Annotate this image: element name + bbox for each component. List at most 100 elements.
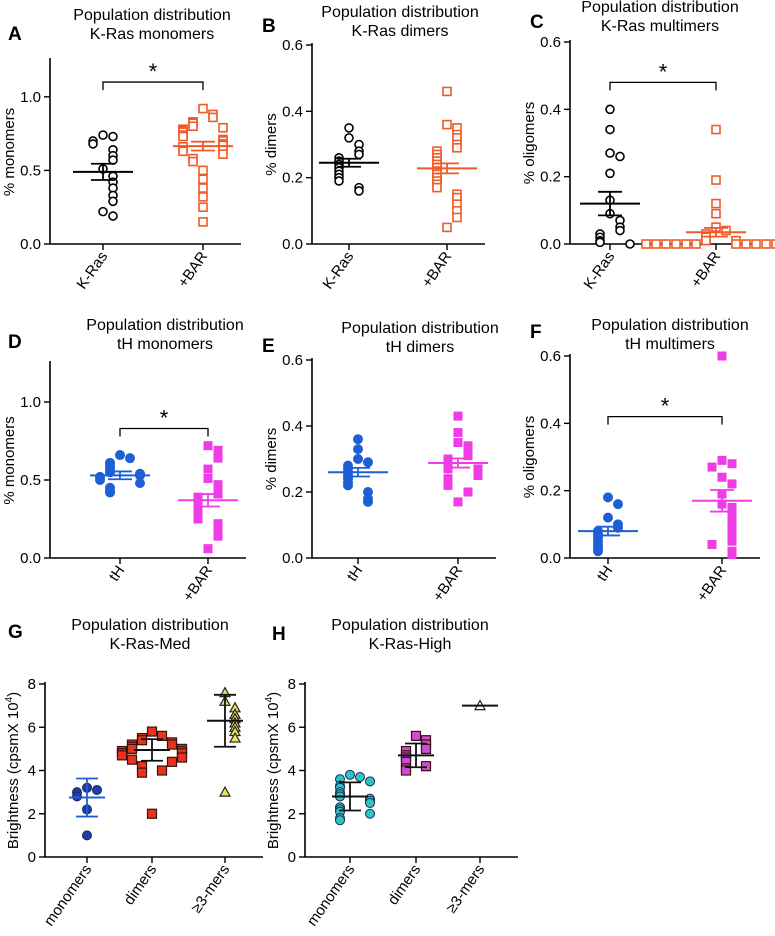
y-tick-label: 0.2 — [540, 169, 561, 186]
data-point — [365, 808, 375, 819]
data-point — [72, 791, 82, 802]
data-point — [452, 212, 462, 223]
data-point — [354, 149, 364, 160]
data-point — [188, 121, 198, 132]
data-point — [463, 441, 473, 451]
x-tick-label: dimers — [121, 862, 161, 909]
y-tick-label: 6 — [288, 719, 296, 736]
data-point — [203, 473, 213, 483]
data-point — [727, 526, 737, 536]
data-point — [92, 784, 102, 795]
y-tick-label: 0.4 — [540, 101, 561, 118]
y-tick-label: 1.0 — [20, 89, 41, 106]
significance-star: * — [659, 59, 668, 84]
data-point — [731, 239, 741, 249]
y-tick-label: 0.2 — [540, 483, 561, 500]
data-point — [126, 743, 138, 754]
y-tick-label: 1.0 — [20, 394, 41, 411]
data-point — [761, 239, 771, 249]
panel-d: D Population distribution tH monomers 0.0 0.… — [1, 317, 246, 605]
data-point — [203, 544, 213, 554]
data-point — [711, 208, 721, 219]
data-point — [727, 536, 737, 546]
data-point — [82, 830, 92, 841]
series--bar — [428, 411, 488, 507]
data-point — [355, 771, 365, 782]
data-point — [193, 514, 203, 524]
data-point — [198, 183, 208, 193]
data-point — [605, 104, 615, 115]
x-tick-label: ≥3-mers — [443, 862, 488, 917]
data-point — [108, 211, 118, 221]
data-point — [198, 217, 208, 227]
data-point — [452, 143, 462, 153]
data-point — [443, 480, 453, 490]
y-tick-label: 2 — [288, 806, 296, 823]
panel-title-line: K-Ras multimers — [601, 18, 719, 35]
data-point — [453, 497, 463, 507]
panel-b: B Population distribution K-Ras dimers 0.0 0… — [262, 4, 485, 292]
panel-letter: B — [262, 16, 276, 37]
data-point — [727, 509, 737, 519]
data-point — [146, 726, 158, 737]
y-tick-label: 0.0 — [282, 550, 303, 567]
data-point — [108, 131, 118, 142]
data-point — [343, 480, 353, 491]
x-tick-label: tH — [106, 563, 129, 585]
x-tick-label: monomers — [304, 862, 359, 930]
y-axis-label: % monomers — [1, 416, 18, 504]
data-point — [335, 815, 345, 826]
data-point — [641, 239, 651, 249]
y-axis-label: Brightness (cpsmX 104) — [4, 692, 22, 849]
data-point — [671, 239, 681, 249]
panel-title-line: tH dimers — [386, 339, 454, 356]
panel-title-line: K-Ras-High — [369, 636, 452, 653]
series--bar — [641, 124, 775, 249]
y-tick-label: 0.6 — [540, 34, 561, 51]
series-monomers — [69, 777, 105, 841]
x-tick-label: ≥3-mers — [188, 862, 233, 917]
panel-letter: E — [262, 336, 275, 357]
x-tick-label: K-Ras — [319, 249, 357, 293]
panel-e: E Population distribution tH dimers 0.0 0.2 0… — [262, 320, 499, 605]
data-point — [108, 196, 118, 207]
data-point — [98, 130, 108, 140]
y-tick-label: 8 — [28, 676, 36, 693]
panel-h: H Population distribution K-Ras-High 0 2 4 6 8B… — [264, 617, 518, 929]
y-axis-label-superscript: 4 — [264, 696, 275, 702]
y-axis-label: % oligomers — [521, 102, 538, 185]
data-point — [463, 487, 473, 497]
data-point — [166, 739, 178, 750]
y-axis-label: Brightness (cpsmX 104) — [264, 692, 282, 849]
data-point — [651, 239, 661, 249]
data-point — [625, 239, 635, 249]
data-point — [453, 428, 463, 438]
data-point — [420, 743, 432, 754]
y-axis-label: % dimers — [263, 428, 280, 491]
y-tick-label: 0.2 — [282, 484, 303, 501]
data-point — [178, 146, 188, 157]
data-point — [365, 797, 375, 808]
data-point — [691, 239, 701, 249]
significance-star: * — [160, 406, 169, 431]
panel-title-line: K-Ras dimers — [352, 23, 449, 40]
y-tick-label: 8 — [288, 676, 296, 693]
panel-letter: G — [8, 622, 23, 643]
data-point — [213, 523, 223, 533]
x-tick-label: dimers — [385, 862, 425, 909]
data-point — [363, 457, 373, 468]
series-th — [328, 434, 388, 507]
series-dimers — [116, 726, 188, 819]
data-point — [711, 198, 721, 209]
data-point — [353, 454, 363, 464]
panel-title-line: Population distribution — [86, 317, 243, 334]
data-point — [453, 411, 463, 421]
panel-title-line: Population distribution — [341, 320, 498, 337]
series-k-ras — [73, 130, 133, 221]
data-point — [344, 133, 354, 143]
y-tick-label: 0.0 — [20, 550, 41, 567]
series--3-mers — [207, 686, 243, 797]
y-tick-label: 0.4 — [282, 103, 303, 120]
data-point — [605, 168, 615, 179]
y-tick-label: 4 — [288, 763, 296, 780]
